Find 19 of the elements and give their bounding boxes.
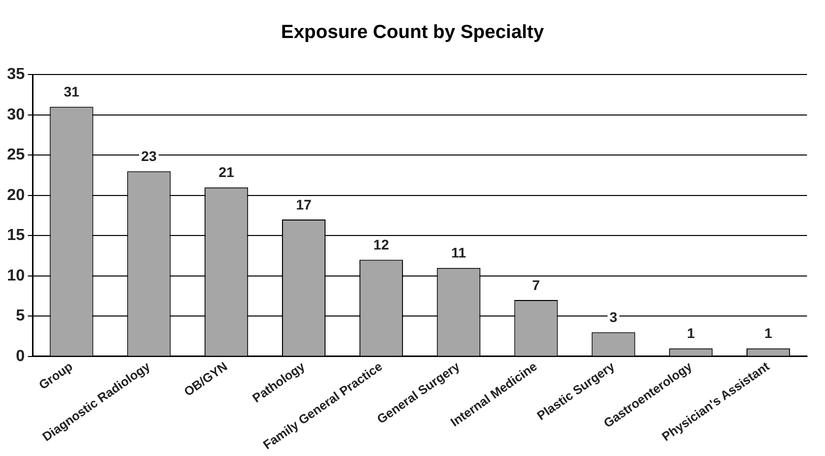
data-label: 12 [373, 236, 390, 253]
data-label: 21 [218, 164, 234, 180]
y-tick-label: 5 [16, 308, 25, 325]
data-label: 3 [610, 309, 618, 326]
data-label: 31 [64, 84, 80, 100]
y-tick-label: 0 [16, 348, 25, 365]
data-label: 1 [764, 325, 772, 342]
y-tick-label: 35 [7, 66, 25, 84]
data-label: 7 [532, 276, 540, 293]
y-tick-label: 10 [7, 267, 25, 284]
y-tick-label: 25 [7, 146, 25, 164]
data-label: 17 [296, 196, 312, 212]
y-tick-label: 30 [7, 106, 25, 124]
data-label: 11 [451, 244, 466, 261]
data-label: 23 [141, 148, 157, 164]
chart-title: Exposure Count by Specialty [280, 21, 545, 45]
data-label: 1 [686, 325, 695, 342]
y-tick-label: 15 [7, 227, 25, 244]
y-tick-label: 20 [7, 186, 25, 204]
